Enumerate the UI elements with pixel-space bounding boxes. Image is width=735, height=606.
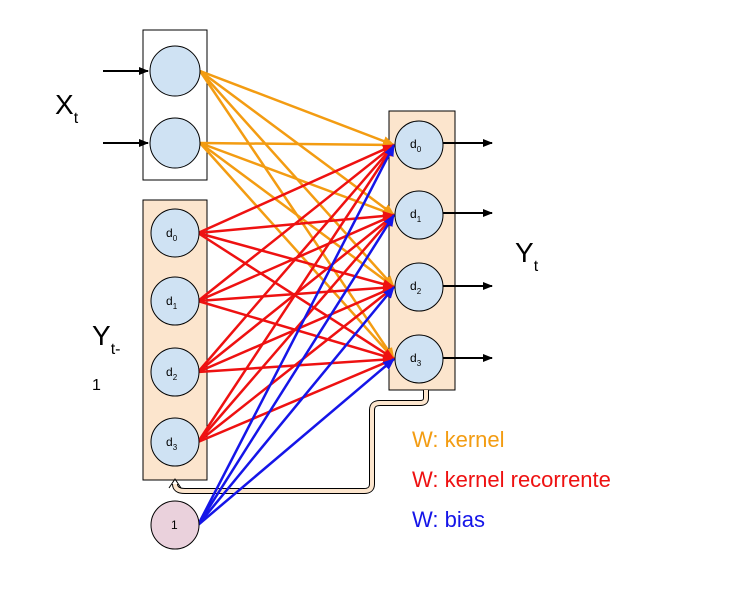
prev-node-3 <box>150 417 200 467</box>
kernel-edges <box>198 69 396 360</box>
prev-node-1 <box>150 276 200 326</box>
feedback-loop <box>172 390 429 494</box>
prev-node-0 <box>150 208 200 258</box>
output-node-1 <box>394 190 444 240</box>
legend: W: kernel W: kernel recorrente W: bias <box>412 427 611 532</box>
bias-edge-0-to-2 <box>197 286 395 526</box>
prev-node-0-label: d0 <box>166 226 178 243</box>
output-node-3-label: d3 <box>410 351 422 368</box>
input-node-1 <box>149 117 201 169</box>
recurrent-edge-0-to-3 <box>197 231 395 361</box>
xt-label: Xt <box>55 89 79 127</box>
output-node-0-label: d0 <box>410 137 422 154</box>
kernel-edge-1-to-0 <box>199 139 395 150</box>
recurrent-edges <box>196 143 396 444</box>
feedback-arrowhead <box>168 478 182 489</box>
legend-kernel: W: kernel <box>412 427 505 452</box>
recurrent-edge-3-to-2 <box>197 286 395 443</box>
prev-node-1-label: d1 <box>166 294 178 311</box>
output-node-2-label: d2 <box>410 279 422 296</box>
bias-edge-0-to-1 <box>196 214 396 526</box>
input-node-0 <box>149 45 201 97</box>
output-node-3 <box>394 334 444 384</box>
recurrent-edge-1-to-0 <box>197 144 395 302</box>
recurrent-edge-2-to-0 <box>197 144 395 373</box>
kernel-edge-1-to-2 <box>199 141 395 289</box>
kernel-edge-1-to-3 <box>199 142 395 360</box>
legend-bias: W: bias <box>412 507 485 532</box>
bias-node-label: 1 <box>171 518 178 532</box>
prev-node-2 <box>150 347 200 397</box>
bias-edge-0-to-0 <box>196 144 396 526</box>
bias-edge-0-to-3 <box>197 358 395 526</box>
recurrent-edge-3-to-1 <box>197 214 395 443</box>
output-node-2 <box>394 262 444 312</box>
yt-label: Yt <box>515 237 539 275</box>
recurrent-edge-3-to-3 <box>197 357 395 444</box>
bias-node <box>150 500 200 550</box>
yprev-label-line2: 1 <box>92 377 101 394</box>
legend-recurrent: W: kernel recorrente <box>412 467 611 492</box>
kernel-edge-1-to-1 <box>199 141 395 217</box>
recurrent-edge-0-to-0 <box>197 143 395 235</box>
prev-node-3-label: d3 <box>166 435 178 452</box>
output-node-1-label: d1 <box>410 207 422 224</box>
prev-node-2-label: d2 <box>166 365 178 382</box>
kernel-edge-0-to-0 <box>199 69 395 147</box>
bias-edges <box>196 144 396 526</box>
yprev-label: Yt- <box>92 320 120 358</box>
output-node-0 <box>394 120 444 170</box>
recurrent-edge-3-to-0 <box>196 144 396 443</box>
